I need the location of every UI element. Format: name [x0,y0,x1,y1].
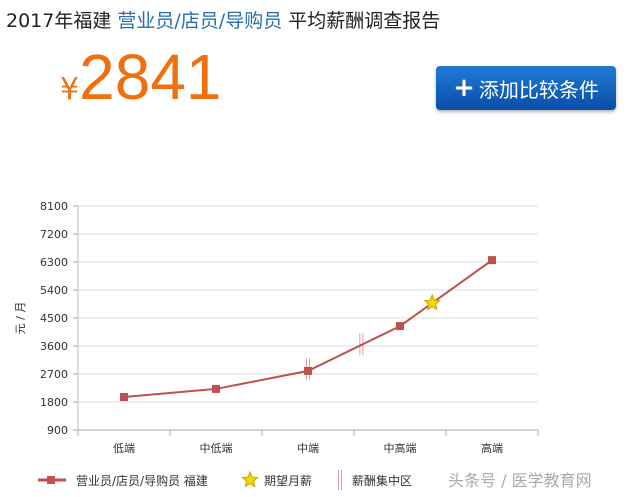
data-point [396,322,404,331]
job-title-link[interactable]: 营业员/店员/导购员 [117,10,283,32]
y-axis-label: 元 / 月 [14,302,27,335]
legend-series-label: 营业员/店员/导购员 福建 [76,473,208,488]
x-tick-label: 中高端 [384,441,417,455]
y-tick-label: 1800 [40,396,68,409]
legend-star-icon [241,470,259,488]
y-tick-label: 6300 [40,256,68,269]
x-tick-label: 中端 [297,442,319,455]
data-point [120,393,128,402]
watermark: 头条号 / 医学教育网 [448,471,592,490]
y-tick-label: 8100 [40,200,68,213]
y-tick-label: 7200 [40,228,68,241]
legend-concentration-label: 薪酬集中区 [352,473,412,488]
average-salary: ¥2841 [60,41,222,113]
plus-icon: + [453,73,475,103]
legend-expected-label: 期望月薪 [264,474,312,488]
y-tick-label: 900 [47,424,68,437]
data-point [212,384,220,393]
y-tick-label: 5400 [40,284,68,297]
legend-square-icon [47,476,55,484]
x-tick-label: 高端 [481,441,503,455]
y-tick-label: 2700 [40,368,68,381]
add-comparison-button[interactable]: + 添加比较条件 [436,66,616,110]
y-tick-label: 4500 [40,312,68,325]
series-line [123,259,493,399]
data-point [304,366,312,375]
page-title: 2017年福建 营业员/店员/导购员 平均薪酬调查报告 [6,10,441,32]
data-point [488,256,496,265]
expected-salary-star [423,293,442,311]
x-tick-label: 低端 [113,442,135,455]
y-tick-label: 3600 [40,340,68,353]
x-tick-label: 中低端 [200,442,233,455]
